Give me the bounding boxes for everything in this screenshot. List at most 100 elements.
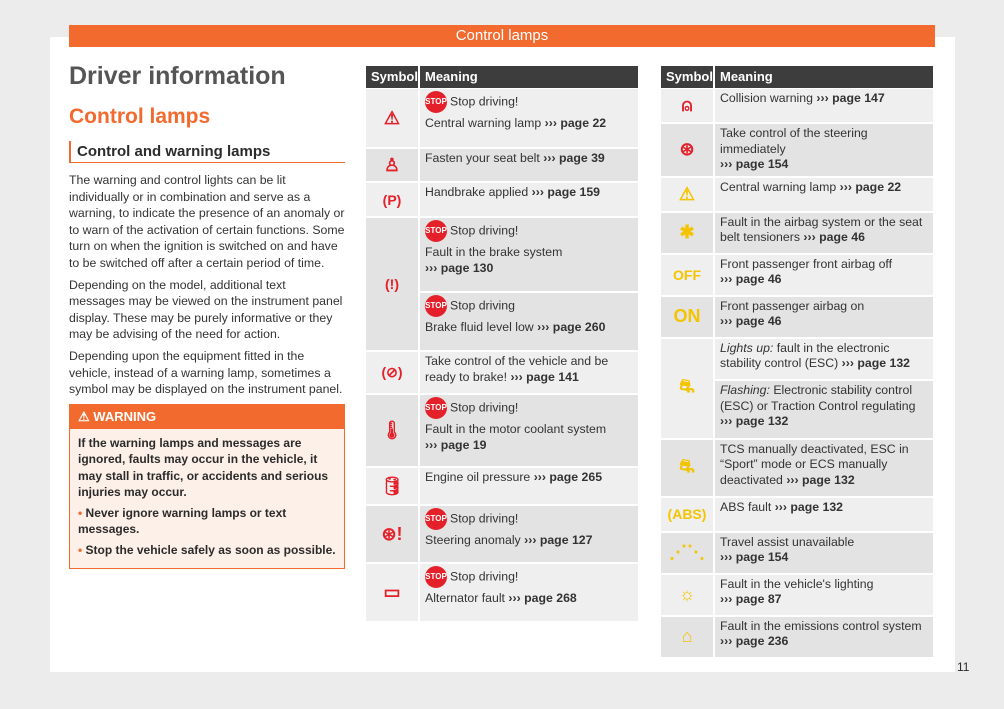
left-column: Driver information Control lamps Control…	[69, 62, 345, 570]
brake-system-icon: (!)	[366, 218, 418, 350]
meaning-description: Fault in the motor coolant system	[425, 422, 607, 436]
header-symbol: Symbol	[366, 66, 420, 88]
meaning-cell: Take control of the steering immediately…	[715, 124, 933, 176]
section-title: Control and warning lamps	[69, 141, 345, 163]
warning-box: ⚠ WARNING If the warning lamps and messa…	[69, 403, 345, 570]
meaning-cell: STOP Stop driving! Fault in the brake syst…	[420, 218, 638, 291]
page-reference-link[interactable]: ››› page 260	[537, 319, 606, 334]
brake-assist-icon: (⊘)	[366, 352, 418, 393]
table-row: ⚠ Central warning lamp ››› page 22	[661, 177, 933, 211]
page-reference-link[interactable]: ››› page 19	[425, 437, 487, 452]
meaning-text: Fasten your seat belt ››› page 39	[425, 151, 605, 165]
table-row: ⊛! STOP Stop driving! Steering anomaly ››› …	[366, 506, 638, 562]
stop-icon: STOP	[425, 220, 447, 242]
seat-belt-icon: ♙	[366, 149, 418, 181]
page-reference-link[interactable]: ››› page 132	[774, 499, 844, 514]
header-meaning: Meaning	[720, 69, 773, 84]
meaning-cells: Fault in the emissions control system ›››…	[715, 616, 933, 657]
table-row: (ABS) ABS fault ››› page 132	[661, 497, 933, 531]
paragraph: Depending upon the equipment fitted in t…	[69, 348, 343, 397]
page-reference-link[interactable]: ››› page 22	[544, 116, 607, 130]
page-reference-link[interactable]: ››› page 87	[720, 592, 782, 606]
page-reference-link[interactable]: ››› page 154	[720, 550, 789, 564]
page-reference-link[interactable]: ››› page 132	[786, 472, 855, 487]
page-reference-link[interactable]: ››› page 46	[720, 314, 782, 328]
page-reference-link[interactable]: ››› page 130	[425, 260, 494, 275]
meaning-cells: TCS manually deactivated, ESC in “Sport”…	[715, 439, 933, 496]
meaning-cell: STOP Stop driving Brake fluid level low ››…	[420, 292, 638, 350]
engine-icon: ⌂	[661, 616, 713, 657]
page-reference-link[interactable]: ››› page 46	[720, 272, 782, 286]
warning-triangle-icon: ⚠	[366, 89, 418, 147]
page-reference-link[interactable]: ››› page 268	[508, 591, 577, 605]
meaning-cells: Front passenger airbag on ››› page 46	[715, 296, 933, 337]
meaning-text: Fault in the vehicle's lighting ››› page …	[720, 577, 873, 607]
meaning-cells: Take control of the steering immediately…	[715, 124, 933, 176]
tcs-off-icon: ⛐	[661, 439, 713, 496]
meaning-description: Front passenger airbag on	[720, 298, 865, 313]
coolant-icon: 🌡	[366, 395, 418, 466]
paragraph: Depending on the model, additional text …	[69, 277, 343, 342]
page-reference-link[interactable]: ››› page 39	[543, 151, 605, 165]
page-reference-link[interactable]: ››› page 46	[803, 230, 865, 244]
bullet-icon: •	[78, 505, 86, 520]
meaning-description: Steering anomaly	[425, 533, 521, 547]
header-symbol: Symbol	[661, 66, 715, 88]
meaning-text: Central warning lamp ››› page 22	[425, 116, 633, 132]
battery-icon: ▭	[366, 564, 418, 621]
meaning-cells: Lights up: fault in the electronic stabi…	[715, 338, 933, 438]
meaning-text: Flashing: Electronic stability control (…	[720, 383, 915, 428]
warning-bullet-text: Never ignore warning lamps or text messa…	[78, 505, 287, 537]
page-reference-link[interactable]: ››› page 154	[720, 157, 789, 171]
warning-triangle-icon: ⚠	[78, 408, 94, 424]
page-reference-link[interactable]: ››› page 141	[510, 369, 579, 384]
meaning-description: Take control of the steering immediately	[720, 126, 868, 156]
meaning-description: Central warning lamp	[425, 116, 542, 130]
meaning-cell: STOP Stop driving! Fault in the motor cool…	[420, 395, 638, 466]
page-reference-link[interactable]: ››› page 22	[839, 179, 902, 194]
meaning-qualifier: Lights up:	[720, 340, 774, 355]
page-reference-link[interactable]: ››› page 147	[816, 91, 885, 105]
abs-icon: (ABS)	[661, 497, 713, 531]
meaning-cells: Fault in the airbag system or the seat b…	[715, 212, 933, 253]
page-reference-link[interactable]: ››› page 265	[533, 470, 603, 484]
page-reference-link[interactable]: ››› page 127	[524, 533, 593, 547]
meaning-cells: STOP Stop driving! Central warning lamp ››…	[420, 89, 638, 147]
warning-triangle-icon: ⚠	[661, 177, 713, 211]
meaning-text: Fault in the emissions control system ›››…	[720, 619, 922, 649]
meaning-cell: Fault in the vehicle's lighting ››› page …	[715, 574, 933, 615]
table-row: ✱ Fault in the airbag system or the seat …	[661, 212, 933, 253]
meaning-cells: Central warning lamp ››› page 22	[715, 177, 933, 211]
steering-icon: ⊛!	[366, 506, 418, 562]
table-row: ☼ Fault in the vehicle's lighting ››› page…	[661, 574, 933, 615]
page-reference-link[interactable]: ››› page 132	[720, 414, 789, 429]
page-reference-link[interactable]: ››› page 159	[531, 185, 600, 199]
meaning-cell: Fault in the airbag system or the seat b…	[715, 212, 933, 253]
table-row: 🌡 STOP Stop driving! Fault in the motor coo…	[366, 395, 638, 466]
meaning-text: Fault in the airbag system or the seat b…	[720, 215, 922, 245]
stop-text: Stop driving!	[450, 511, 519, 526]
meaning-text: Front passenger front airbag off ››› page…	[720, 257, 892, 287]
meaning-text: Handbrake applied ››› page 159	[425, 185, 600, 199]
lighting-fault-icon: ☼	[661, 574, 713, 615]
meaning-description: Electronic stability control (ESC) or Tr…	[720, 383, 916, 413]
meaning-text: Front passenger airbag on ››› page 46	[720, 299, 864, 329]
warning-bullet-text: Stop the vehicle safely as soon as possi…	[85, 542, 336, 557]
warning-text: If the warning lamps and messages are ig…	[78, 435, 329, 500]
meaning-description: Handbrake applied	[425, 185, 529, 199]
meaning-cell: Front passenger airbag on ››› page 46	[715, 296, 933, 337]
meaning-text: Steering anomaly ››› page 127	[425, 533, 633, 549]
meaning-description: Engine oil pressure	[425, 470, 531, 484]
meaning-cells: STOP Stop driving! Fault in the brake syst…	[420, 218, 638, 350]
meaning-cell: Take control of the vehicle and be ready…	[420, 352, 638, 393]
meaning-cells: Fault in the vehicle's lighting ››› page …	[715, 574, 933, 615]
meaning-cells: Collision warning ››› page 147	[715, 89, 933, 122]
meaning-description: Fasten your seat belt	[425, 151, 540, 165]
meaning-cell: Engine oil pressure ››› page 265	[420, 468, 638, 504]
meaning-description: Take control of the vehicle and be ready…	[425, 354, 609, 384]
meaning-qualifier: Flashing:	[720, 383, 770, 398]
table-row: ⌂ Fault in the emissions control system ››…	[661, 616, 933, 657]
page-reference-link[interactable]: ››› page 132	[841, 356, 910, 370]
page-reference-link[interactable]: ››› page 236	[720, 634, 789, 648]
meaning-cells: STOP Stop driving! Alternator fault ››› pa…	[420, 564, 638, 621]
